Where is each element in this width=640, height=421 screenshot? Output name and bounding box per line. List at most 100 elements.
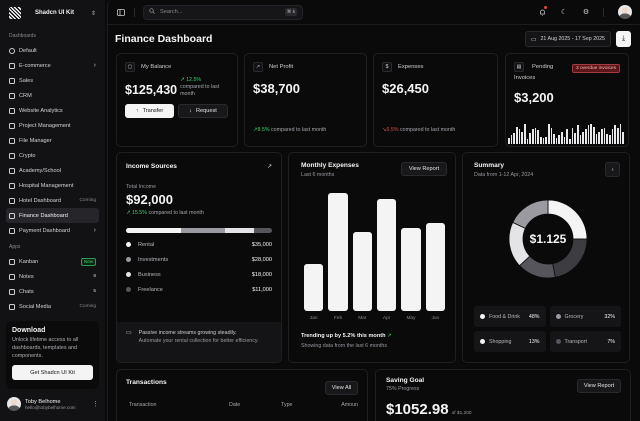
sidebar: Shadcn UI Kit ⇕ Dashboards Default E-comm… [0, 0, 105, 421]
moon-icon[interactable]: ☾ [560, 9, 568, 16]
saving-target: of $1,200 [451, 411, 472, 416]
bar-jun[interactable] [425, 222, 445, 311]
donut-segment[interactable] [512, 199, 549, 229]
sidebar-item-finance-dashboard[interactable]: Finance Dashboard [6, 208, 99, 223]
bar-chart-x-axis: Jan Feb Mar Apr May Jun [304, 316, 445, 321]
sidebar-item-crypto[interactable]: Crypto [6, 148, 99, 163]
legend-dot [126, 287, 131, 292]
sidebar-item-website-analytics[interactable]: Website Analytics [6, 103, 99, 118]
transfer-button[interactable]: ↑ Transfer [125, 104, 174, 118]
spark-bar [553, 134, 555, 144]
user-avatar[interactable] [618, 5, 632, 19]
sidebar-item-notes[interactable]: Notes 8 [6, 269, 99, 284]
sidebar-item-kanban[interactable]: Kanban New [6, 254, 99, 269]
legend-dot [126, 257, 131, 262]
sidebar-item-academy-school[interactable]: Academy/School [6, 163, 99, 178]
summary-title: Summary [474, 162, 505, 169]
sidebar-item-hospital-management[interactable]: Hospital Management [6, 178, 99, 193]
download-button[interactable]: ⤓ [616, 31, 631, 47]
income-source-row: Business $18,000 [126, 267, 272, 282]
x-tick-label: Mar [358, 316, 367, 321]
income-source-value: $18,000 [251, 271, 272, 278]
spark-bar [513, 132, 515, 144]
spark-bar [616, 127, 619, 144]
sidebar-toggle-icon[interactable] [116, 7, 126, 17]
sidebar-item-e-commerce[interactable]: E-commerce › [6, 58, 99, 73]
column-header[interactable]: Transaction [129, 402, 157, 408]
user-menu[interactable]: Toby Belhome hello@tobybelhome.com ⋮ [7, 397, 99, 411]
request-button[interactable]: ↓ Request [178, 104, 228, 118]
x-tick-label: May [406, 316, 416, 321]
spark-bar [518, 129, 521, 144]
spark-bar [622, 131, 624, 144]
summary-item-name: Transport [564, 338, 587, 345]
column-header[interactable]: Type [281, 402, 293, 408]
count-badge: 8 [93, 274, 96, 279]
bell-icon[interactable] [537, 6, 547, 17]
sidebar-item-label: File Manager [19, 137, 52, 144]
sidebar-item-social-media[interactable]: Social Media Coming [6, 299, 99, 314]
dollar-circle-icon [9, 77, 15, 84]
bar-feb[interactable] [328, 193, 348, 311]
spark-bar [585, 129, 587, 144]
activity-icon [9, 182, 15, 189]
spark-bar [577, 125, 579, 144]
expenses-bar-chart [304, 193, 445, 311]
external-link-icon[interactable]: ↗ [266, 164, 272, 170]
balance-label: My Balance [141, 64, 172, 70]
brand-switcher[interactable]: Shadcn UI Kit ⇕ [6, 0, 99, 26]
dollar-icon: $ [382, 62, 392, 72]
trend-up-icon: ↗ [253, 62, 263, 72]
income-source-value: $11,000 [252, 286, 272, 293]
income-source-name: Investments [138, 256, 169, 263]
more-vertical-icon[interactable]: ⋮ [92, 401, 99, 408]
sidebar-item-hotel-dashboard[interactable]: Hotel Dashboard Coming [6, 193, 99, 208]
bar-apr[interactable] [376, 198, 397, 311]
bar-jan[interactable] [304, 263, 324, 311]
sidebar-item-sales[interactable]: Sales [6, 73, 99, 88]
brand-logo [9, 7, 21, 19]
income-segment [126, 228, 182, 233]
trend-up-icon: ↗ [253, 127, 258, 133]
search-input[interactable]: Search... ⌘ k [143, 4, 303, 20]
gear-icon[interactable]: ⚙ [582, 9, 590, 16]
invoices-sparkline [508, 124, 624, 144]
column-header[interactable]: Date [229, 402, 241, 408]
date-range-picker[interactable]: ▭ 21 Aug 2025 - 17 Sep 2025 [524, 31, 611, 47]
view-all-button[interactable]: View All [325, 381, 358, 395]
sidebar-item-crm[interactable]: CRM [6, 88, 99, 103]
profit-label: Net Profit [269, 64, 294, 70]
spark-bar [558, 135, 561, 144]
transactions-card: Transactions View All Transaction Date Typ… [116, 369, 368, 421]
column-header[interactable]: Amoun [341, 402, 358, 408]
credit-card-icon: ▭ [126, 330, 132, 336]
wallet-icon: ▢ [125, 62, 135, 72]
chart-bar-icon [9, 92, 15, 99]
wallet-icon [9, 152, 15, 159]
clock-icon [9, 47, 15, 54]
sidebar-item-project-management[interactable]: Project Management [6, 118, 99, 133]
shopping-bag-icon [9, 62, 15, 69]
pending-invoices-card: ▤ Pending Invoices 3 overdue invoices $3… [505, 53, 629, 147]
summary-item-pct: 32% [604, 313, 615, 320]
summary-next-button[interactable]: › [605, 162, 620, 177]
sidebar-item-chats[interactable]: Chats 5 [6, 284, 99, 299]
saving-view-report-button[interactable]: View Report [577, 379, 621, 393]
summary-item-pct: 7% [607, 338, 615, 345]
x-tick-label: Feb [333, 316, 343, 321]
expenses-value: $26,450 [382, 81, 429, 96]
get-kit-button[interactable]: Get Shadcn UI Kit [12, 365, 93, 380]
sidebar-item-label: Social Media [19, 303, 52, 310]
income-progress-bar [126, 228, 272, 233]
divider [603, 7, 604, 17]
income-change-text: compared to last month [148, 210, 204, 216]
sidebar-item-payment-dashboard[interactable]: Payment Dashboard › [6, 223, 99, 238]
section-label-apps: Apps [9, 244, 21, 250]
sidebar-item-default[interactable]: Default [6, 43, 99, 58]
social-icon [9, 303, 15, 310]
bar-mar[interactable] [352, 231, 372, 311]
sidebar-item-file-manager[interactable]: File Manager [6, 133, 99, 148]
donut-center-value: $1.125 [529, 232, 567, 246]
bar-may[interactable] [401, 228, 421, 311]
view-report-button[interactable]: View Report [401, 162, 447, 176]
